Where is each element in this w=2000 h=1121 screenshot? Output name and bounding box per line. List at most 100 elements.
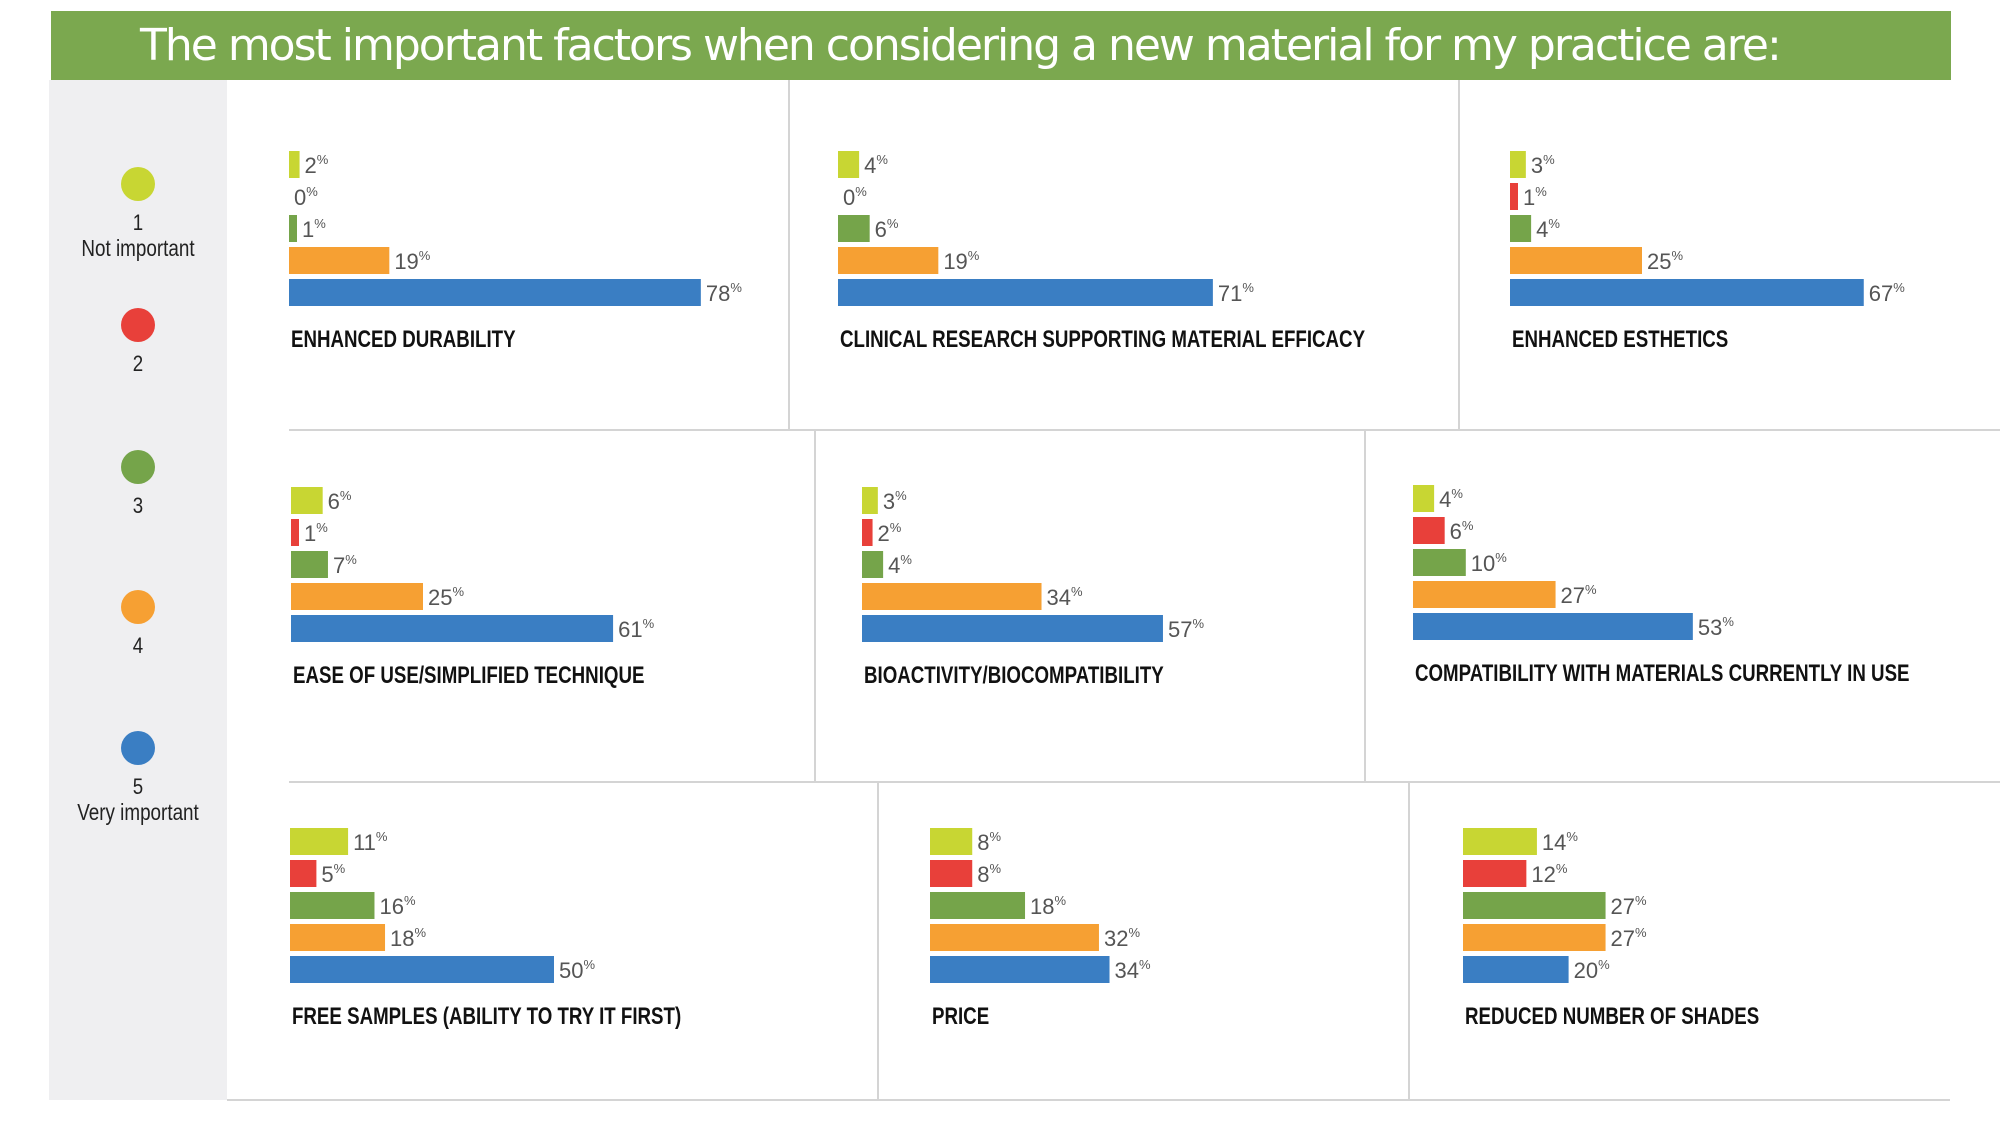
bar-panel5-rating5 bbox=[862, 615, 1163, 642]
value-label-panel3-rating3: 4% bbox=[1536, 216, 1560, 242]
bar-panel6-rating4 bbox=[1413, 581, 1556, 608]
value-label-panel6-rating2: 6% bbox=[1450, 518, 1474, 544]
panel-4: 6%1%7% 25% 61% EASE OF USE/SIMPLIFIED TECHN… bbox=[291, 487, 655, 689]
value-label-panel4-rating1: 6% bbox=[328, 488, 352, 514]
legend-number-4: 4 bbox=[132, 633, 144, 658]
value-label-panel4-rating4: 25% bbox=[428, 584, 464, 610]
legend-number-1: 1 bbox=[132, 210, 144, 235]
panel-5: 3% 2% 4% 34% 57%BIOACTIVITY/BIOCOMPATIBILITY bbox=[862, 487, 1204, 689]
legend-dot-2 bbox=[121, 308, 155, 342]
panel-title-7: FREE SAMPLES (ABILITY TO TRY IT FIRST) bbox=[292, 1003, 681, 1030]
value-label-panel6-rating3: 10% bbox=[1471, 550, 1507, 576]
bar-panel7-rating3 bbox=[290, 892, 375, 919]
panel-title-5: BIOACTIVITY/BIOCOMPATIBILITY bbox=[864, 662, 1164, 689]
value-label-panel9-rating5: 20% bbox=[1574, 957, 1610, 983]
bar-panel5-rating4 bbox=[862, 583, 1042, 610]
bar-panel4-rating4 bbox=[291, 583, 423, 610]
row-divider-1 bbox=[289, 429, 2000, 431]
bar-panel7-rating2 bbox=[290, 860, 317, 887]
bar-panel4-rating3 bbox=[291, 551, 328, 578]
value-label-panel4-rating3: 7% bbox=[333, 552, 357, 578]
panel-title-8: PRICE bbox=[932, 1003, 989, 1030]
value-label-panel7-rating3: 16% bbox=[379, 893, 415, 919]
bar-panel9-rating2 bbox=[1463, 860, 1527, 887]
panel-2: 4% 0% 6% 19% 71% CLINICAL RESEARCH SUPPORTING… bbox=[838, 151, 1365, 353]
bar-panel1-rating5 bbox=[289, 279, 701, 306]
value-label-panel5-rating2: 2% bbox=[878, 520, 902, 546]
legend-dot-5 bbox=[121, 731, 155, 765]
bar-panel1-rating1 bbox=[289, 151, 300, 178]
legend-number-3: 3 bbox=[132, 493, 144, 518]
panel-8: 8% 8% 18% 32% 34% PRICE bbox=[930, 828, 1151, 1030]
value-label-panel5-rating3: 4% bbox=[888, 552, 912, 578]
value-label-panel1-rating4: 19% bbox=[394, 248, 430, 274]
legend-dot-1 bbox=[121, 167, 155, 201]
value-label-panel3-rating4: 25% bbox=[1647, 248, 1683, 274]
legend-label-5: Very important bbox=[77, 799, 199, 825]
value-label-panel8-rating4: 32% bbox=[1104, 925, 1140, 951]
bar-panel5-rating1 bbox=[862, 487, 878, 514]
col-divider-r3b bbox=[1408, 782, 1410, 1100]
value-label-panel2-rating3: 6% bbox=[875, 216, 899, 242]
value-label-panel5-rating5: 57% bbox=[1168, 616, 1204, 642]
value-label-panel5-rating4: 34% bbox=[1047, 584, 1083, 610]
panel-title-3: ENHANCED ESTHETICS bbox=[1512, 326, 1728, 353]
bar-panel8-rating5 bbox=[930, 956, 1110, 983]
value-label-panel2-rating1: 4% bbox=[864, 152, 888, 178]
bar-panel6-rating1 bbox=[1413, 485, 1435, 512]
bar-panel8-rating1 bbox=[930, 828, 973, 855]
legend-item-5: 5 Very important bbox=[49, 731, 227, 825]
bar-panel2-rating3 bbox=[838, 215, 870, 242]
value-label-panel2-rating2: 0% bbox=[843, 184, 867, 210]
bar-panel3-rating4 bbox=[1510, 247, 1642, 274]
panel-6: 4% 6% 10% 27% 53% COMPATIBILITY WITH MATERIAL… bbox=[1413, 485, 1910, 687]
bar-panel9-rating1 bbox=[1463, 828, 1537, 855]
bar-panel6-rating5 bbox=[1413, 613, 1693, 640]
legend-number-5: 5 bbox=[132, 774, 144, 799]
panel-title-6: COMPATIBILITY WITH MATERIALS CURRENTLY I… bbox=[1415, 660, 1910, 687]
col-divider-r2a bbox=[814, 430, 816, 782]
bar-panel5-rating3 bbox=[862, 551, 884, 578]
value-label-panel8-rating5: 34% bbox=[1115, 957, 1151, 983]
bar-panel5-rating2 bbox=[862, 519, 873, 546]
legend-dot-4 bbox=[121, 590, 155, 624]
legend-item-2: 2 bbox=[49, 308, 227, 376]
value-label-panel6-rating1: 4% bbox=[1439, 486, 1463, 512]
panel-9: 14%12%27%27%20%REDUCED NUMBER OF SHADES bbox=[1463, 828, 1759, 1030]
value-label-panel5-rating1: 3% bbox=[883, 488, 907, 514]
legend-number-2: 2 bbox=[132, 351, 144, 376]
bar-panel4-rating5 bbox=[291, 615, 614, 642]
col-divider-r3a bbox=[877, 782, 879, 1100]
bar-panel3-rating1 bbox=[1510, 151, 1526, 178]
value-label-panel9-rating2: 12% bbox=[1531, 861, 1567, 887]
value-label-panel4-rating5: 61% bbox=[618, 616, 654, 642]
bar-panel7-rating4 bbox=[290, 924, 386, 951]
bar-panel1-rating3 bbox=[289, 215, 297, 242]
value-label-panel6-rating4: 27% bbox=[1561, 582, 1597, 608]
value-label-panel4-rating2: 1% bbox=[304, 520, 328, 546]
col-divider-r2b bbox=[1364, 430, 1366, 782]
bar-panel7-rating1 bbox=[290, 828, 349, 855]
value-label-panel1-rating5: 78% bbox=[706, 280, 742, 306]
value-label-panel3-rating1: 3% bbox=[1531, 152, 1555, 178]
bar-panel7-rating5 bbox=[290, 956, 554, 983]
panel-title-9: REDUCED NUMBER OF SHADES bbox=[1465, 1003, 1759, 1030]
value-label-panel1-rating3: 1% bbox=[302, 216, 326, 242]
value-label-panel9-rating1: 14% bbox=[1542, 829, 1578, 855]
bar-panel8-rating4 bbox=[930, 924, 1099, 951]
value-label-panel3-rating2: 1% bbox=[1523, 184, 1547, 210]
value-label-panel8-rating1: 8% bbox=[977, 829, 1001, 855]
bar-panel9-rating5 bbox=[1463, 956, 1569, 983]
legend-panel: 1 Not important 2 3 4 5 Very important bbox=[49, 80, 227, 1100]
value-label-panel3-rating5: 67% bbox=[1869, 280, 1905, 306]
value-label-panel1-rating2: 0% bbox=[294, 184, 318, 210]
bar-panel3-rating2 bbox=[1510, 183, 1518, 210]
value-label-panel6-rating5: 53% bbox=[1698, 614, 1734, 640]
row-divider-3 bbox=[227, 1099, 1950, 1101]
bar-panel9-rating4 bbox=[1463, 924, 1606, 951]
bar-panel2-rating4 bbox=[838, 247, 939, 274]
panel-3: 3% 1% 4% 25% 67% ENHANCED ESTHETICS bbox=[1510, 151, 1905, 353]
panel-1: 2% 0% 1% 19% 78% ENHANCED DURABILITY bbox=[289, 151, 742, 353]
bar-panel6-rating2 bbox=[1413, 517, 1445, 544]
